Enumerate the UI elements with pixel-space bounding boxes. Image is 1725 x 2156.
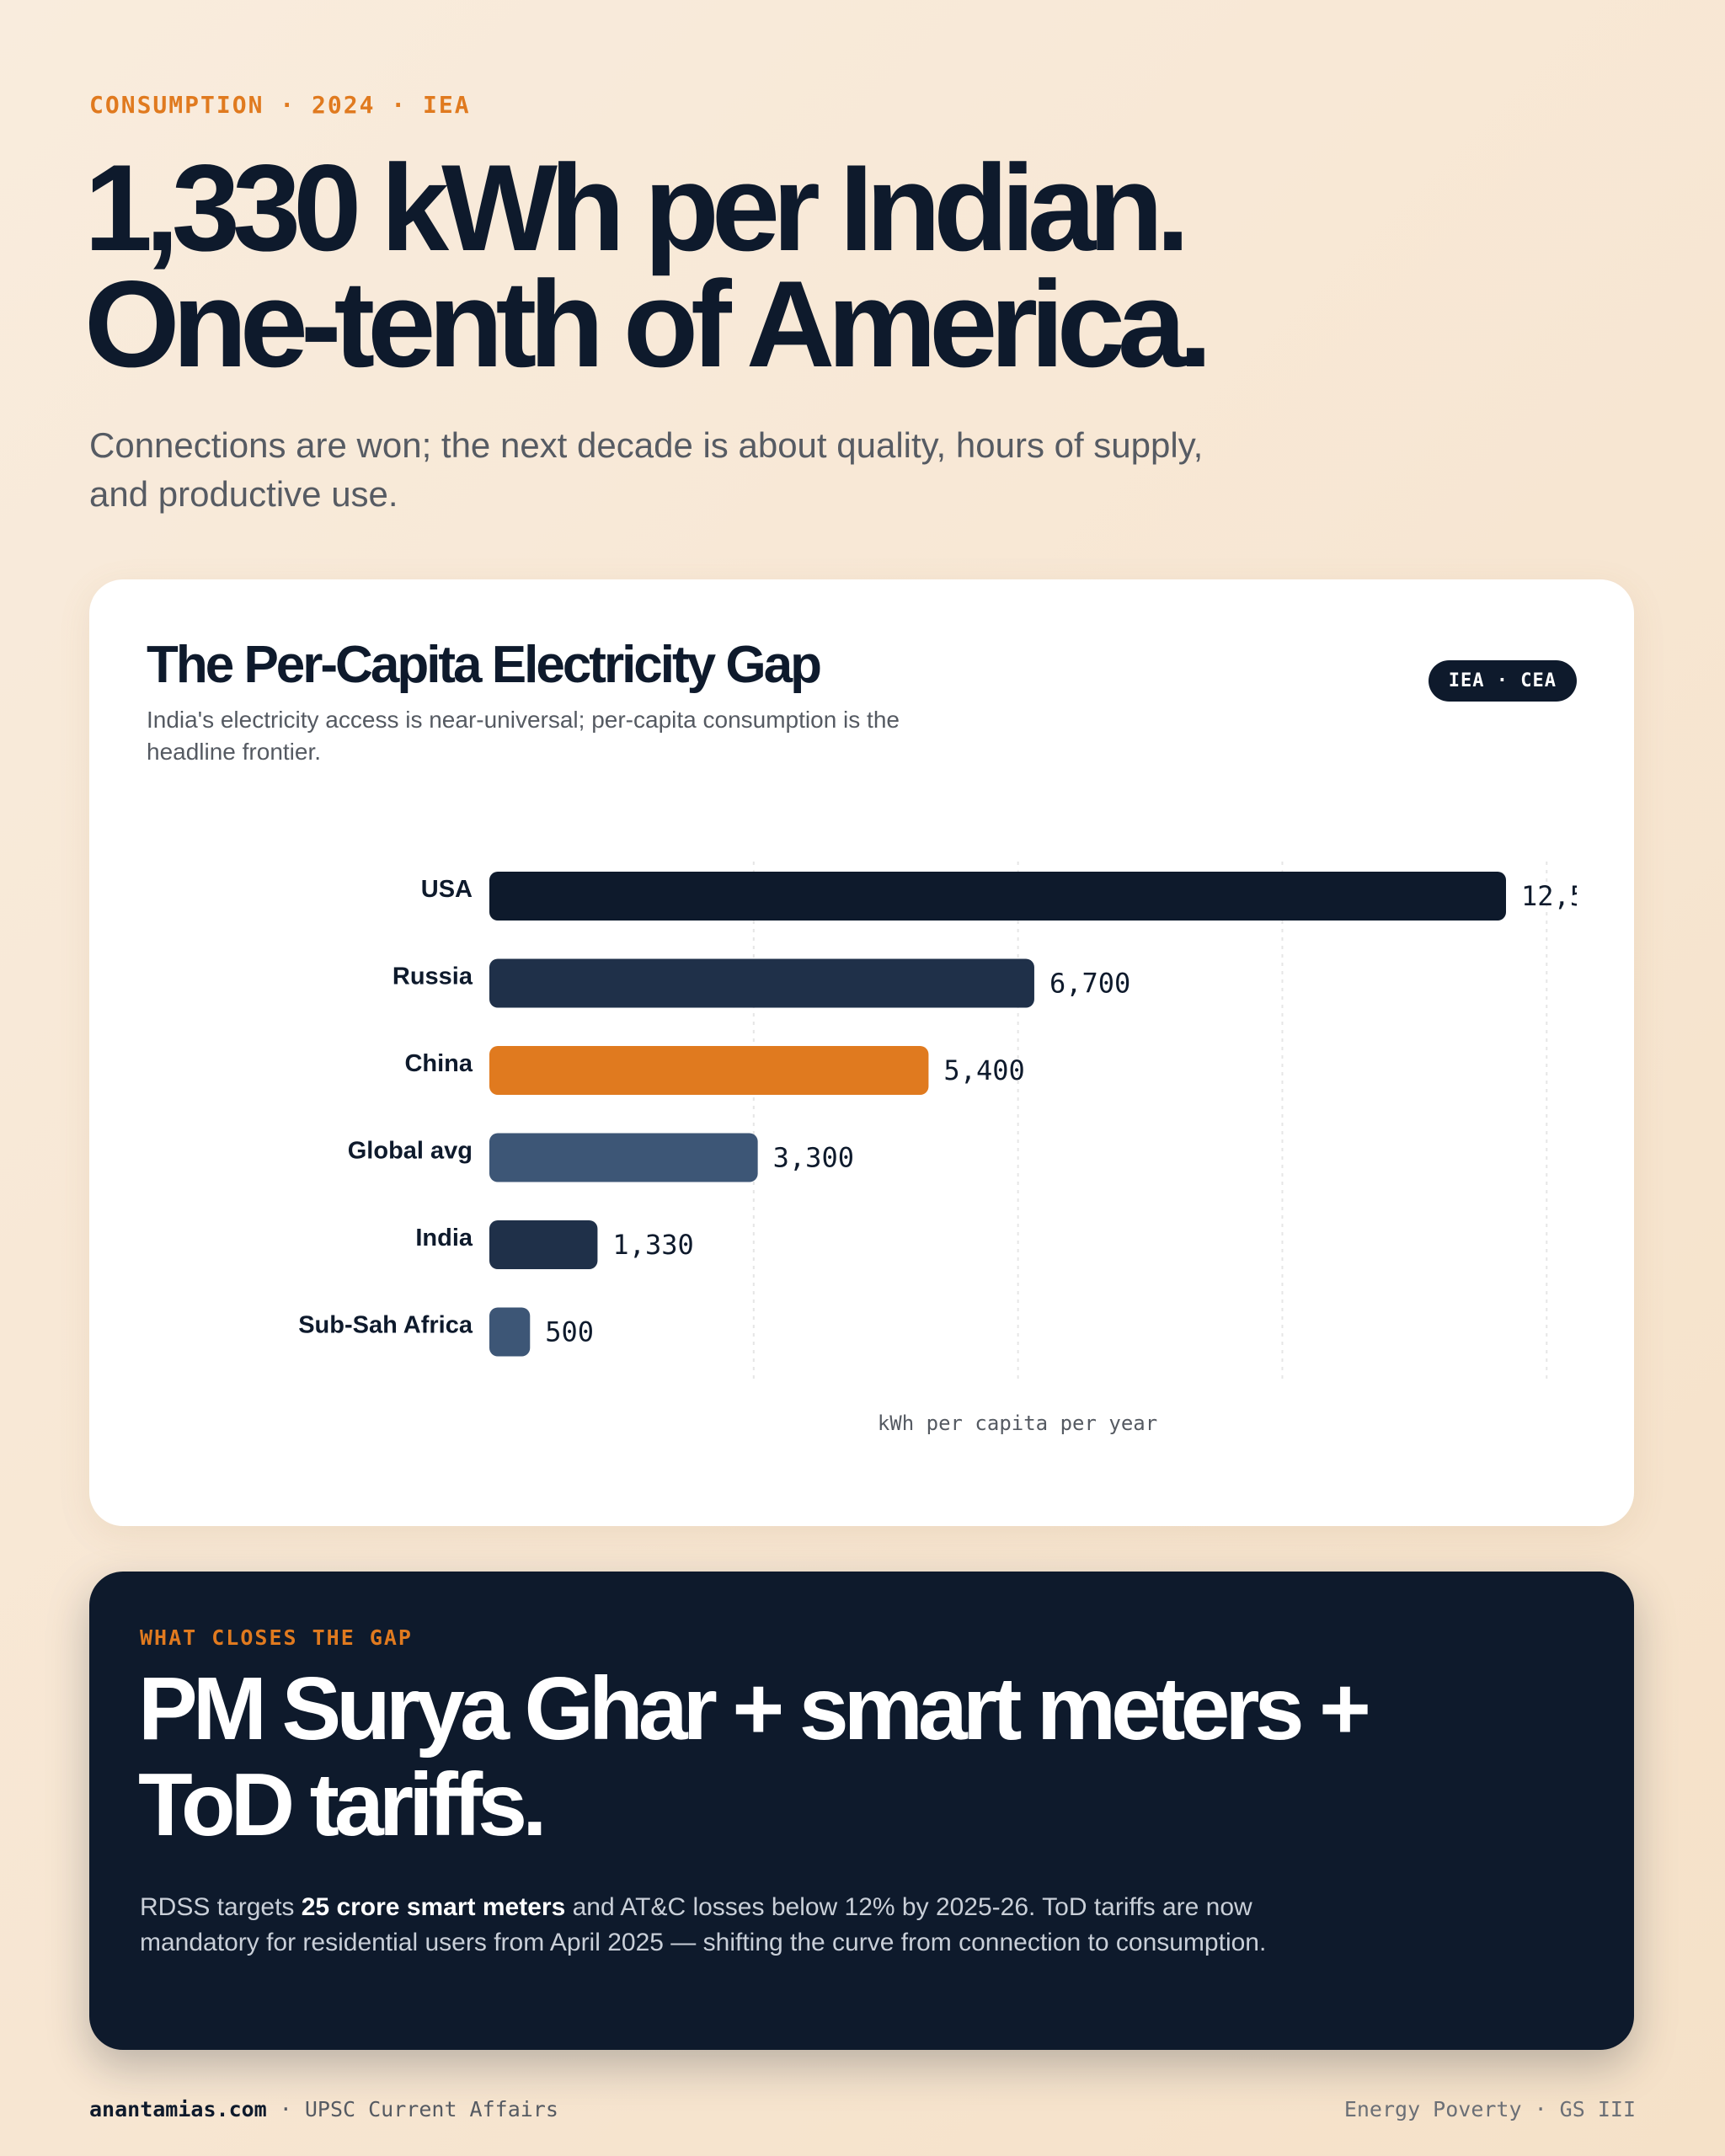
closing-body-highlight: 25 crore smart meters [301,1893,566,1921]
closing-headline-line-1: PM Surya Ghar + smart meters + [138,1659,1371,1758]
chart-subtitle: India's electricity access is near-unive… [147,707,900,765]
bar-1 [489,958,1034,1008]
headline-line-1: 1,330 kWh per Indian. [84,139,1190,276]
category-label-1: Russia [393,963,473,990]
category-label-4: India [415,1225,473,1251]
value-label-2: 5,400 [943,1054,1024,1086]
headline-line-2: One-tenth of America. [84,255,1213,392]
eyebrow-label: CONSUMPTION · 2024 · IEA [89,91,471,119]
x-axis-label: kWh per capita per year [878,1412,1157,1435]
source-badge: IEA · CEA [1428,660,1577,702]
footer-section: UPSC Current Affairs [304,2097,558,2121]
value-label-1: 6,700 [1049,968,1130,1000]
footer-site: anantamias.com [89,2097,267,2121]
chart-card: The Per-Capita Electricity Gap India's e… [89,579,1634,1526]
footer-tag: Energy Poverty · GS III [1343,2097,1636,2121]
category-label-5: Sub-Sah Africa [298,1312,473,1339]
chart-title: The Per-Capita Electricity Gap [147,636,822,694]
value-label-3: 3,300 [773,1142,854,1174]
closing-headline: PM Surya Ghar + smart meters + ToD tarif… [138,1661,1570,1853]
closing-eyebrow: WHAT CLOSES THE GAP [140,1625,413,1650]
value-label-0: 12,500 [1521,880,1619,912]
page-headline: 1,330 kWh per Indian. One-tenth of Ameri… [84,139,1600,392]
closing-body-intro: RDSS targets [140,1893,302,1921]
value-label-5: 500 [545,1316,594,1348]
bar-2 [489,1046,929,1095]
category-label-3: Global avg [348,1138,473,1165]
footer-credit: anantamias.com · UPSC Current Affairs [89,2097,558,2121]
category-label-0: USA [421,876,473,903]
page-subtitle: Connections are won; the next decade is … [89,425,1204,514]
closing-card: WHAT CLOSES THE GAP PM Surya Ghar + smar… [89,1572,1634,2050]
bar-5 [489,1307,531,1357]
bar-4 [489,1220,598,1269]
closing-headline-line-2: ToD tariffs. [138,1755,547,1854]
bar-chart: 12,500 6,700 5,400 3,300 1,330 500 kWh per ca… [298,862,1619,1435]
value-label-4: 1,330 [612,1229,693,1261]
category-label-2: China [404,1050,473,1077]
closing-body-rest: and AT&C losses below 12% by 2025-26. To… [140,1893,1267,1956]
bar-0 [489,872,1506,921]
chart-grid [752,862,1548,1380]
closing-body: RDSS targets 25 crore smart meters and A… [140,1890,1319,1961]
chart-bars: 12,500 6,700 5,400 3,300 1,330 500 [489,872,1619,1357]
footer-separator: · [266,2097,305,2121]
bar-3 [489,1133,758,1182]
